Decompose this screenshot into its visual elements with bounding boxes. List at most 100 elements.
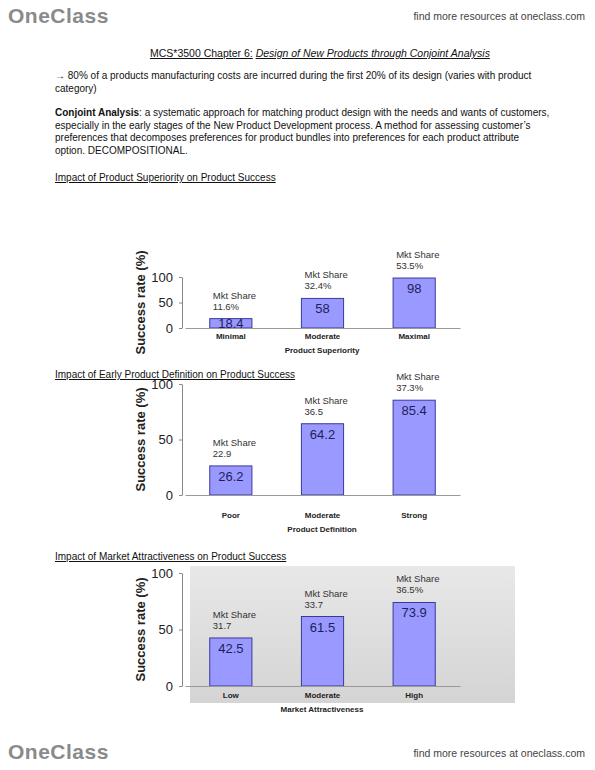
tick: Moderate <box>305 328 341 341</box>
x-axis: Poor Moderate Strong <box>186 495 461 520</box>
labels: 18.4Mkt Share11.6%58Mkt Share32.4%98Mkt … <box>213 249 440 331</box>
logo: OneClass <box>8 4 109 28</box>
charts: 050100MinimalModerateMaximalProduct Supe… <box>0 0 595 770</box>
tick-label: Low <box>223 691 240 700</box>
labels: 42.5Mkt Share31.761.5Mkt Share33.773.9Mk… <box>213 573 440 655</box>
logo: OneClass <box>8 740 109 764</box>
tick-label: 50 <box>159 295 173 310</box>
chart: 050100PoorModerateStrongProduct Definiti… <box>133 371 461 534</box>
y-axis-title: Success rate (%) <box>133 577 148 681</box>
bar <box>393 400 435 495</box>
tick: Strong <box>401 495 427 520</box>
data-label: 58 <box>315 301 329 316</box>
tick-label: Moderate <box>305 511 341 520</box>
tick-label: 0 <box>166 679 173 694</box>
share-name: Mkt Share <box>305 269 348 280</box>
data-label: 18.4 <box>218 316 243 331</box>
tick-mark <box>179 440 182 441</box>
data-label: 85.4 <box>402 403 427 418</box>
x-axis-title: Product Superiority <box>285 346 360 355</box>
tick-label: 0 <box>166 488 173 503</box>
page: { "header": {"logo": "OneClass", "link":… <box>0 0 595 770</box>
tick: 0 <box>166 321 182 336</box>
y-axis-title: Success rate (%) <box>133 387 148 491</box>
axis-line <box>186 686 461 687</box>
tick-mark <box>179 328 182 329</box>
tick: Maximal <box>398 328 430 341</box>
y-axis: 0 50 100 <box>151 566 182 694</box>
data-label: 64.2 <box>310 427 335 442</box>
chart: 0 50 100 Low Moderate High Market Attractivene… <box>133 566 515 714</box>
bullet-text: → 80% of a products manufacturing costs … <box>55 70 545 95</box>
tick-label: Maximal <box>398 332 430 341</box>
share-name: Mkt Share <box>396 573 439 584</box>
tick-mark <box>179 384 182 385</box>
y-axis-title: Success rate (%) <box>133 250 148 354</box>
topic: Design of New Products through Conjoint … <box>256 47 490 59</box>
tick-mark <box>179 573 182 574</box>
share-name: Mkt Share <box>396 371 439 382</box>
share-value: 31.7 <box>213 620 232 631</box>
y-axis: 0 50 100 <box>151 270 182 336</box>
share-value: 22.9 <box>213 448 232 459</box>
definition: Conjoint Analysis: a systematic approach… <box>55 107 550 157</box>
course: MCS*3500 Chapter 6: <box>150 47 253 59</box>
tick-label: Moderate <box>305 332 341 341</box>
share-name: Mkt Share <box>305 588 348 599</box>
tick: Moderate <box>305 686 341 700</box>
tick-label: Strong <box>401 511 427 520</box>
tick-label: Moderate <box>305 691 341 700</box>
share-value: 37.3% <box>396 382 423 393</box>
tick-label: 50 <box>159 432 173 447</box>
data-label: 98 <box>407 281 421 296</box>
tick-label: 100 <box>151 566 173 581</box>
bars <box>210 278 436 328</box>
share-value: 11.6% <box>213 301 240 312</box>
x-axis-title: Product Definition <box>287 525 356 534</box>
share-value: 36.5 <box>305 406 324 417</box>
bar <box>301 298 343 328</box>
bar <box>393 602 435 686</box>
chart: 050100MinimalModerateMaximalProduct Supe… <box>133 249 461 355</box>
data-label: 42.5 <box>218 641 243 656</box>
plot-background <box>190 566 515 703</box>
tick-mark <box>179 630 182 631</box>
tick: Poor <box>222 495 240 520</box>
tick: 50 <box>159 295 182 310</box>
bars <box>210 602 436 686</box>
tick-label: High <box>405 691 423 700</box>
tick: 50 <box>159 432 182 447</box>
space <box>253 47 256 59</box>
tick-label: 100 <box>151 270 173 285</box>
x-axis-title: Market Attractiveness <box>281 705 364 714</box>
bar <box>301 424 343 495</box>
share-value: 53.5% <box>396 260 423 271</box>
labels: 26.2Mkt Share22.964.2Mkt Share36.585.4Mk… <box>213 371 440 484</box>
tick-mark <box>179 495 182 496</box>
data-label: 73.9 <box>402 605 427 620</box>
link[interactable]: find more resources at oneclass.com <box>380 10 585 22</box>
tick-label: 50 <box>159 622 173 637</box>
bar <box>393 278 435 328</box>
tick-mark <box>179 686 182 687</box>
link[interactable]: find more resources at oneclass.com <box>380 747 585 759</box>
share-name: Mkt Share <box>213 290 256 301</box>
tick: Low <box>223 686 240 700</box>
tick: Moderate <box>305 495 341 520</box>
bar <box>210 466 252 495</box>
share-value: 36.5% <box>396 584 423 595</box>
axis-line <box>182 278 183 329</box>
tick: 50 <box>159 622 182 637</box>
tick: 100 <box>151 270 182 285</box>
data-label: 26.2 <box>218 469 243 484</box>
axis-line <box>182 574 183 687</box>
x-axis: Low Moderate High <box>186 686 461 700</box>
chart-title: Impact of Early Product Definition on Pr… <box>55 369 295 380</box>
tick: 100 <box>151 566 182 581</box>
title-line: MCS*3500 Chapter 6: Design of New Produc… <box>150 47 550 59</box>
tick: 0 <box>166 488 182 503</box>
share-name: Mkt Share <box>305 395 348 406</box>
chart-title: Impact of Product Superiority on Product… <box>55 172 276 183</box>
axis-line <box>182 385 183 496</box>
data-label: 61.5 <box>310 620 335 635</box>
